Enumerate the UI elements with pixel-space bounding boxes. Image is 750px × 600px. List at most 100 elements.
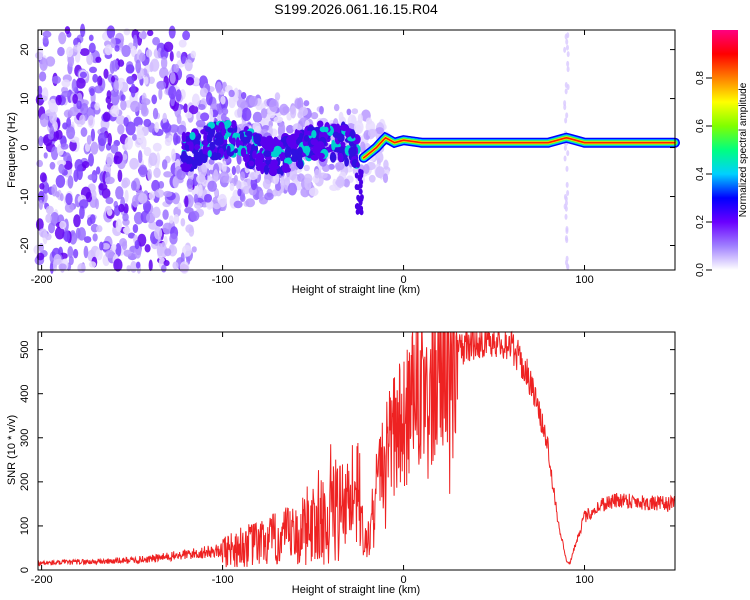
spec-blob — [79, 114, 86, 126]
spec-blob — [39, 183, 45, 190]
spec-blob — [308, 187, 319, 197]
spec-blob — [51, 75, 61, 84]
spec-band-cell — [244, 130, 253, 137]
spec-blob — [368, 174, 376, 183]
spec-blob — [54, 226, 65, 240]
spec-blob — [147, 168, 153, 181]
spec-blob — [120, 99, 127, 111]
spec-blob — [215, 81, 222, 94]
spec-blob — [338, 111, 344, 123]
spec-blob — [264, 192, 274, 201]
figure-title: S199.2026.061.16.15.R04 — [274, 1, 438, 17]
spec-band-cell — [335, 123, 341, 131]
spec-blob — [156, 80, 167, 90]
spec-blob — [103, 68, 109, 79]
spec-blob — [220, 95, 226, 105]
spec-blob — [233, 87, 239, 100]
colorbar-tick-label: 0.6 — [695, 119, 706, 133]
spec-band-cell — [263, 150, 272, 158]
spec-blob — [58, 263, 67, 271]
spec-blob — [102, 111, 111, 122]
spec-blob — [566, 190, 570, 197]
spec-band-cell — [357, 196, 362, 203]
snr-ytick-label: 300 — [19, 429, 31, 447]
spec-blob — [123, 179, 128, 188]
spec-blob — [67, 246, 74, 259]
spec-band-cell — [268, 167, 278, 176]
spec-blob — [138, 150, 143, 164]
spec-blob — [83, 236, 92, 244]
spec-blob — [56, 159, 67, 167]
spec-blob — [148, 221, 158, 230]
spec-blob — [242, 185, 250, 195]
spec-blob — [563, 193, 567, 200]
snr-xtick-label: -200 — [31, 574, 53, 586]
spec-blob — [262, 179, 271, 190]
spec-band-cell — [266, 141, 275, 152]
spec-blob — [55, 174, 66, 188]
spec-blob — [138, 164, 148, 178]
spec-blob — [79, 48, 90, 57]
spec-blob — [106, 208, 113, 216]
spec-blob — [332, 178, 337, 187]
spec-ytick-label: -10 — [19, 189, 31, 205]
spec-blob — [88, 34, 94, 42]
spec-blob — [52, 259, 58, 272]
spec-blob — [248, 95, 258, 107]
spec-blob — [292, 123, 303, 133]
spectrogram-x-label: Height of straight line (km) — [292, 284, 420, 296]
spec-blob — [136, 129, 145, 144]
spec-blob — [217, 193, 227, 208]
spec-blob — [38, 228, 47, 238]
spec-band-cell — [255, 152, 265, 163]
spectrogram-y-ticks: -20 -10 0 10 20 — [19, 43, 675, 253]
spec-blob — [168, 85, 177, 100]
spec-blob — [135, 59, 142, 74]
spec-blob — [69, 106, 79, 117]
spec-blob — [94, 198, 99, 210]
spec-band-cell — [273, 145, 283, 155]
spec-blob — [111, 243, 117, 251]
spec-blob — [131, 133, 138, 141]
spec-band-cell — [179, 153, 189, 161]
spec-blob — [564, 82, 568, 89]
spec-blob — [124, 136, 133, 150]
spec-blob — [140, 106, 149, 117]
spec-blob — [169, 50, 174, 62]
spec-band-cell — [275, 168, 283, 175]
spec-blob — [163, 41, 174, 53]
spec-blob — [77, 263, 86, 274]
spec-blob — [148, 191, 156, 201]
spec-blob — [353, 120, 364, 134]
colorbar-gradient — [712, 30, 738, 270]
spec-blob — [141, 30, 147, 40]
spec-blob — [133, 34, 138, 44]
spec-blob — [178, 39, 187, 48]
spec-blob — [566, 150, 570, 157]
spec-blob — [168, 215, 174, 224]
spectrogram-frame — [37, 29, 676, 271]
spec-band-cell — [357, 207, 362, 214]
spec-blob — [335, 175, 345, 188]
spec-blob — [172, 261, 179, 270]
spec-blob — [564, 235, 568, 242]
spec-blob — [125, 121, 136, 136]
spec-blob — [193, 193, 199, 204]
spec-band-cell — [331, 139, 336, 151]
spec-xtick-label: -200 — [31, 274, 53, 286]
spec-blob — [375, 166, 385, 179]
spec-blob — [133, 116, 143, 127]
spec-blob — [55, 94, 62, 106]
spec-blob — [173, 213, 180, 225]
spec-band-cell — [284, 147, 290, 159]
spec-blob — [162, 112, 168, 124]
spec-blob — [566, 60, 570, 67]
spec-blob — [168, 25, 176, 39]
spec-blob — [151, 94, 158, 105]
spec-blob — [90, 128, 96, 142]
spec-blob — [161, 159, 168, 170]
spec-band-cell — [227, 127, 234, 133]
spec-blob — [79, 205, 85, 220]
colorbar-tick-label: 0.4 — [695, 167, 706, 181]
spec-blob — [58, 32, 67, 45]
